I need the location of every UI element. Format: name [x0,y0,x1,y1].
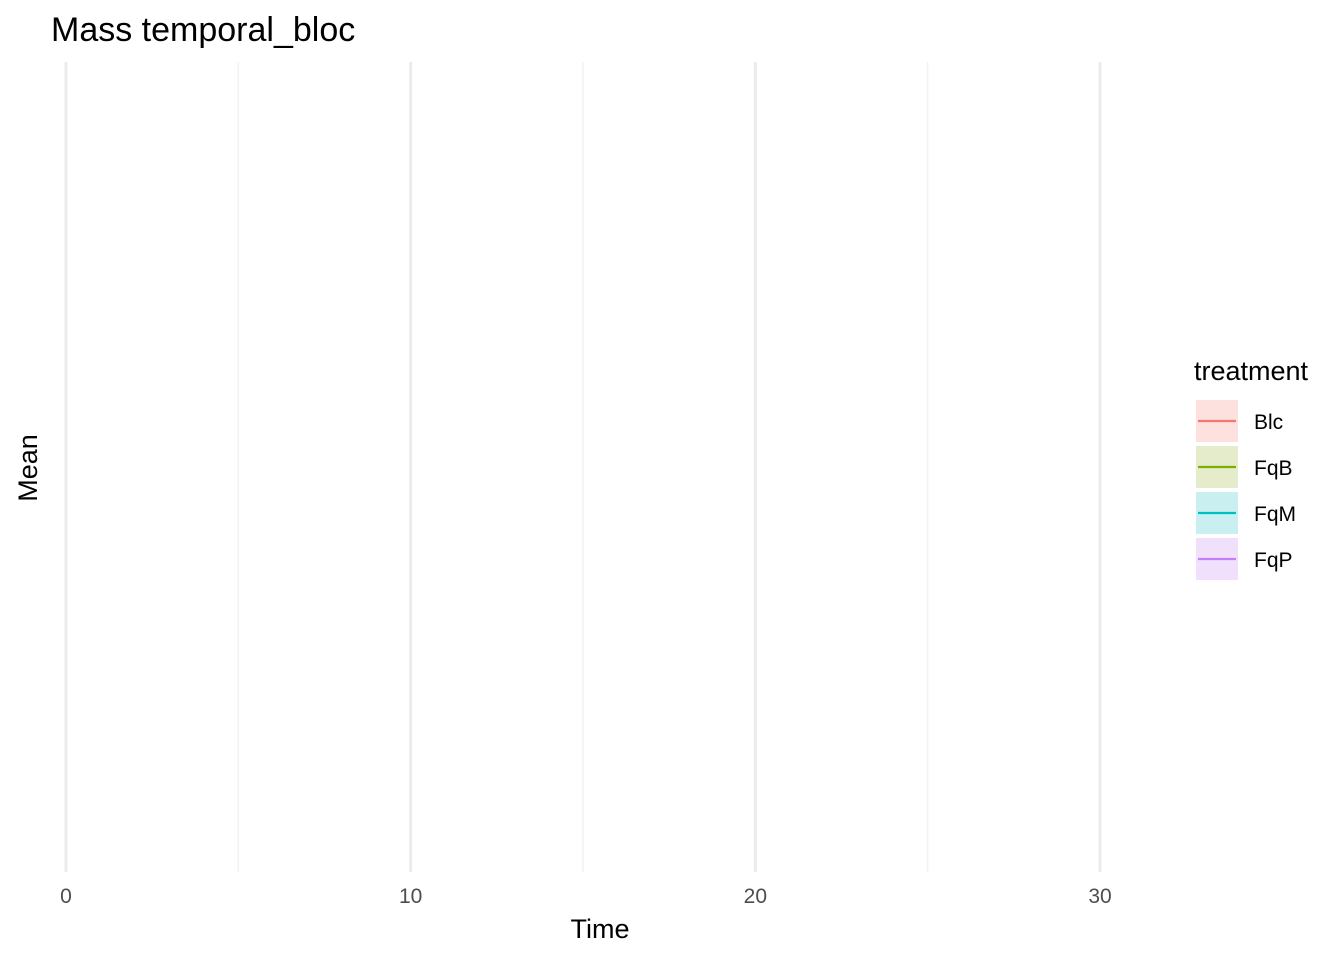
x-axis-title: Time [571,914,630,944]
legend-label: FqP [1254,549,1293,572]
legend-title: treatment [1194,356,1309,386]
x-tick-label: 10 [399,885,422,908]
legend-item-fqp: FqP [1196,538,1293,580]
grid-lines [64,62,1102,872]
legend: treatment Blc FqB FqM FqP [1194,356,1309,580]
legend-item-fqb: FqB [1196,446,1293,488]
legend-item-fqm: FqM [1196,492,1296,534]
legend-label: FqM [1254,503,1296,526]
x-tick-label: 0 [60,885,72,908]
y-axis-title: Mean [13,434,43,502]
x-tick-label: 30 [1088,885,1111,908]
x-tick-label: 20 [744,885,767,908]
chart-title: Mass temporal_bloc [51,11,355,49]
x-tick-labels: 0 10 20 30 [60,885,1112,908]
legend-label: Blc [1254,411,1283,434]
legend-item-blc: Blc [1196,400,1283,442]
legend-label: FqB [1254,457,1293,480]
